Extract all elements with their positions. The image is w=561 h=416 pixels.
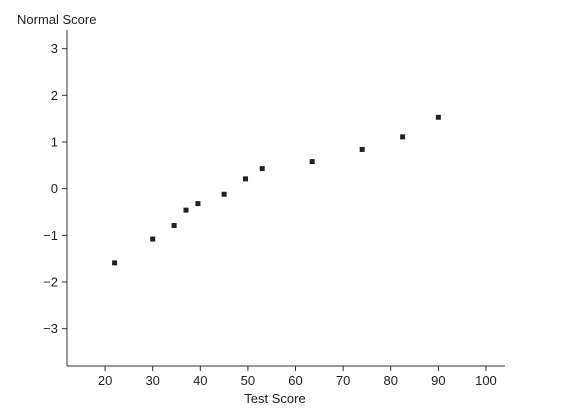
data-point (243, 176, 249, 182)
data-point (171, 223, 177, 229)
y-tick-label: −3 (43, 321, 58, 336)
y-tick-label: 3 (51, 41, 58, 56)
data-point (183, 207, 189, 213)
x-tick-label: 90 (431, 373, 445, 388)
y-tick-label: −2 (43, 275, 58, 290)
data-point (150, 236, 156, 242)
data-point (259, 166, 265, 172)
x-tick-label: 40 (193, 373, 207, 388)
y-tick-label: −1 (43, 228, 58, 243)
x-tick-label: 80 (384, 373, 398, 388)
data-point (195, 201, 201, 207)
x-tick-label: 70 (336, 373, 350, 388)
x-axis-ticks: 20 30 40 50 60 70 80 90 100 (98, 366, 497, 388)
y-tick-label: 1 (51, 135, 58, 150)
data-point (435, 114, 441, 120)
y-tick-label: 0 (51, 181, 58, 196)
x-axis-label: Test Score (244, 391, 305, 406)
data-point (112, 260, 118, 266)
data-point (221, 191, 227, 197)
x-tick-label: 30 (145, 373, 159, 388)
data-point (309, 159, 315, 165)
y-tick-label: 2 (51, 88, 58, 103)
data-points (112, 114, 441, 266)
x-tick-label: 20 (98, 373, 112, 388)
data-point (359, 146, 365, 152)
y-axis-ticks: 3 2 1 0 −1 −2 −3 (43, 41, 67, 336)
x-tick-label: 60 (288, 373, 302, 388)
x-tick-label: 50 (241, 373, 255, 388)
data-point (400, 134, 406, 140)
x-tick-label: 100 (475, 373, 497, 388)
y-axis-label: Normal Score (17, 12, 96, 27)
